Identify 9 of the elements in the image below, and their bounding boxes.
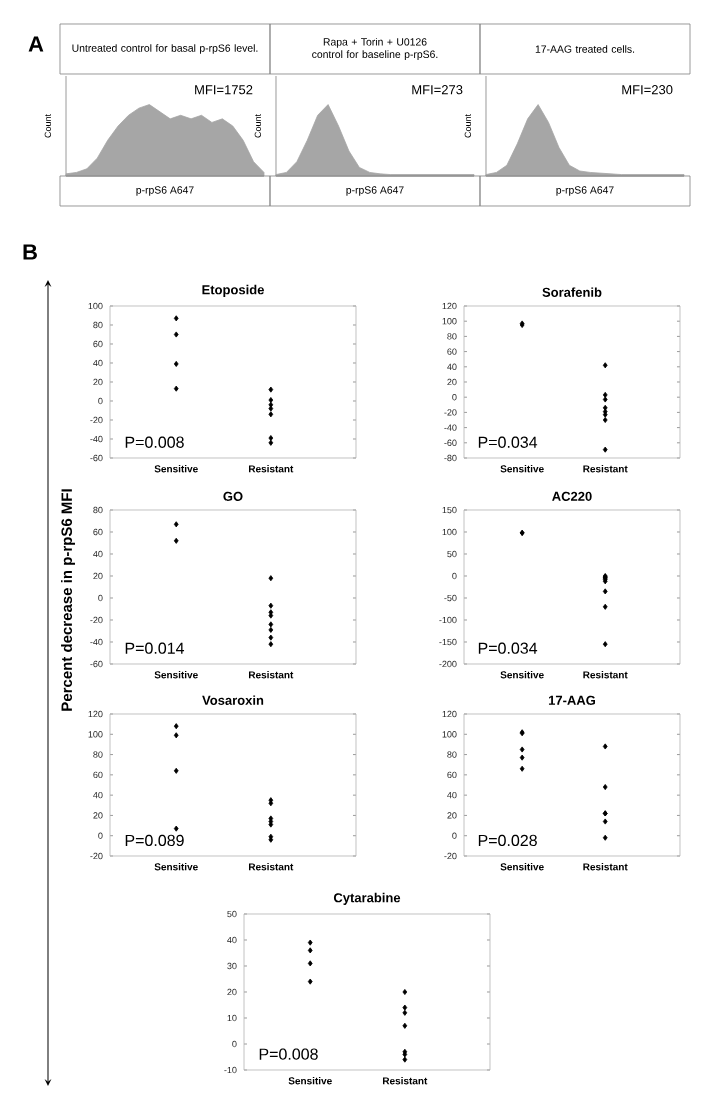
annotation: P=0.008 <box>125 436 184 448</box>
annotation: P=0.034 <box>478 436 538 448</box>
annotation: P=0.008 <box>259 1048 318 1060</box>
text: B <box>23 244 37 260</box>
annotation: P=0.014 <box>125 642 185 654</box>
text: A <box>28 36 44 52</box>
annotation: P=0.089 <box>125 834 184 847</box>
annotation: P=0.034 <box>478 642 538 654</box>
annotation: P=0.028 <box>478 834 537 847</box>
